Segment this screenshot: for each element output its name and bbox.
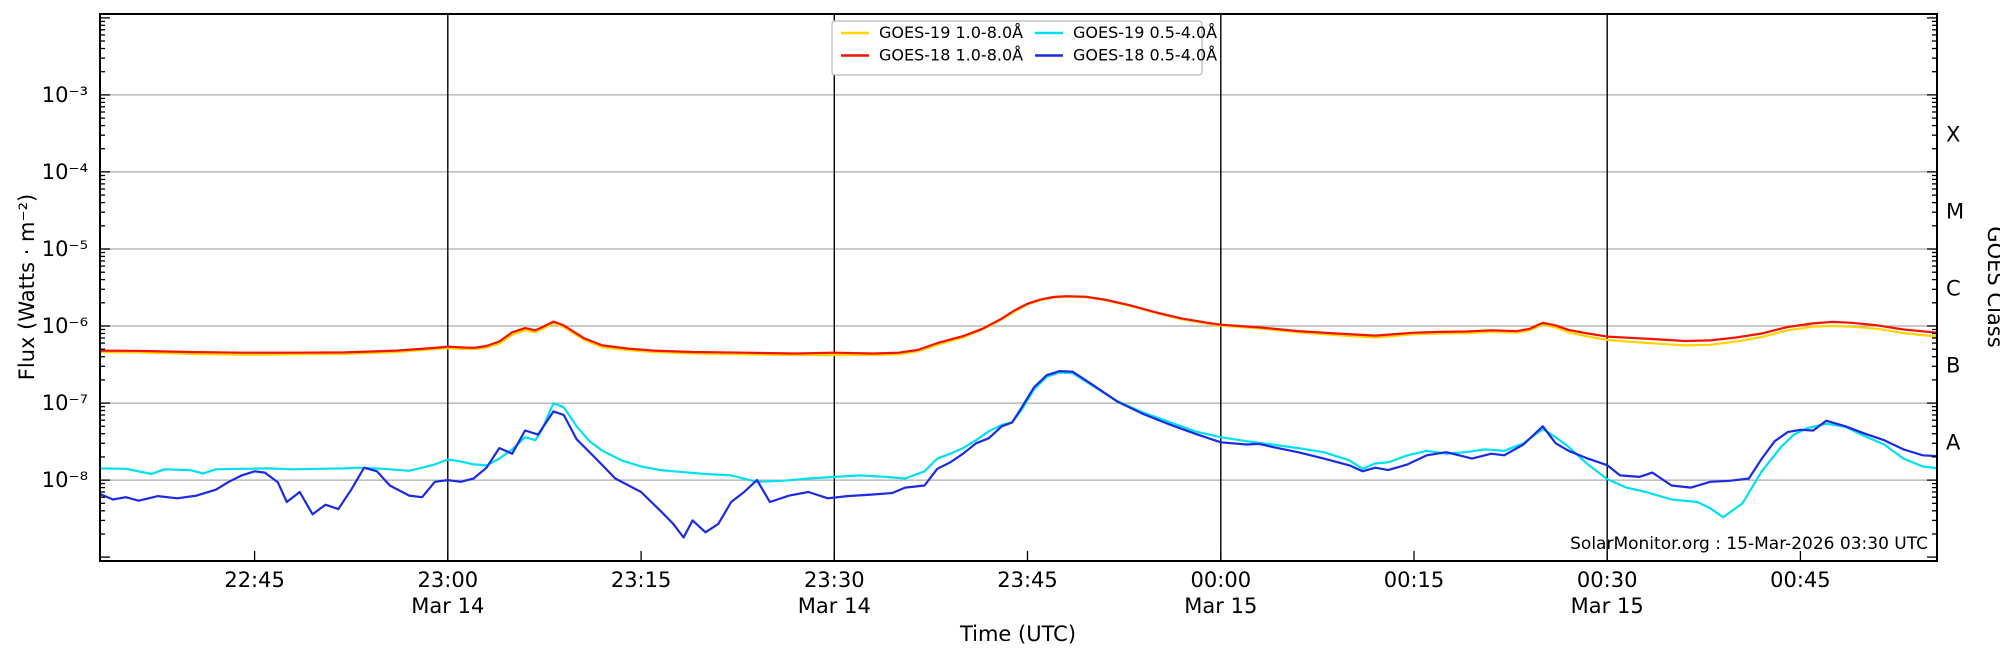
x-date-label: Mar 14	[798, 594, 871, 618]
series-goes-19-0-5-4-0-	[100, 371, 1937, 519]
y-tick-label: 10⁻⁸	[42, 468, 88, 492]
y-tick-label: 10⁻³	[42, 83, 88, 107]
goes-class-a: A	[1946, 431, 1961, 455]
x-date-label: Mar 15	[1571, 594, 1644, 618]
axis-ticks	[100, 17, 1937, 561]
goes-class-labels: X M C B A	[1946, 122, 1964, 454]
goes-class-b: B	[1946, 354, 1960, 378]
x-tick-label: 23:45	[997, 568, 1058, 592]
y-tick-label: 10⁻⁴	[42, 160, 88, 184]
x-tick-label: 00:00	[1191, 568, 1252, 592]
y-tick-label: 10⁻⁶	[42, 314, 88, 338]
x-tick-label: 00:15	[1384, 568, 1445, 592]
y-axis-title: Flux (Watts · m⁻²)	[15, 194, 39, 380]
legend-label: GOES-18 0.5-4.0Å	[1073, 46, 1217, 65]
y-tick-label: 10⁻⁷	[42, 391, 88, 415]
series-goes-18-0-5-4-0-	[100, 370, 1937, 539]
x-tick-label: 22:45	[224, 568, 285, 592]
date-boundary-lines	[447, 14, 1608, 561]
x-tick-label: 23:30	[804, 568, 865, 592]
x-date-label: Mar 15	[1184, 594, 1257, 618]
x-axis-title: Time (UTC)	[959, 622, 1076, 646]
x-tick-label: 00:45	[1770, 568, 1831, 592]
flux-curves	[100, 295, 1937, 539]
solarmonitor-watermark: SolarMonitor.org : 15-Mar-2026 03:30 UTC	[1570, 534, 1928, 554]
goes-class-m: M	[1946, 200, 1964, 224]
legend: GOES-19 1.0-8.0Å GOES-18 1.0-8.0Å GOES-19 …	[831, 20, 1217, 76]
legend-box	[831, 20, 1203, 76]
y-tick-label: 10⁻⁵	[42, 237, 88, 261]
plot-border	[99, 13, 1938, 562]
x-tick-label: 23:00	[418, 568, 479, 592]
goes-class-x: X	[1946, 122, 1960, 146]
goes-class-c: C	[1946, 277, 1961, 301]
legend-label: GOES-19 0.5-4.0Å	[1073, 23, 1217, 42]
gridlines	[100, 94, 1937, 481]
legend-label: GOES-18 1.0-8.0Å	[879, 46, 1023, 65]
x-tick-label: 00:30	[1577, 568, 1638, 592]
legend-label: GOES-19 1.0-8.0Å	[879, 23, 1023, 42]
x-tick-label: 23:15	[611, 568, 672, 592]
x-date-label: Mar 14	[411, 594, 484, 618]
right-axis-title: GOES Class	[1983, 226, 2000, 347]
series-goes-18-1-0-8-0-	[100, 295, 1937, 355]
